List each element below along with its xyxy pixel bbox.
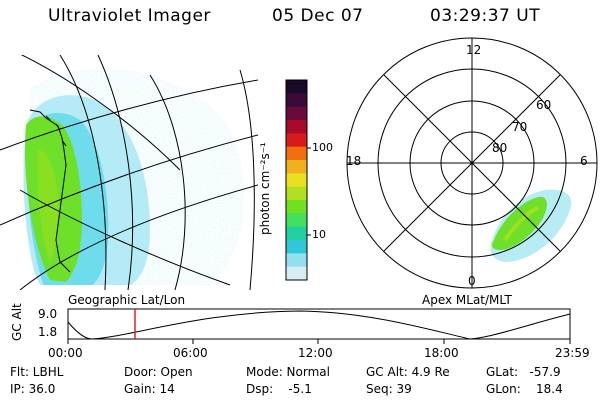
- info-dsp: Dsp: -5.1: [246, 382, 312, 396]
- colorbar-tick-10: 10: [312, 228, 326, 241]
- orbit-xtick-1200: 12:00: [298, 346, 333, 360]
- colorbar-stripe: [286, 133, 307, 148]
- colorbar-stripe: [286, 173, 307, 188]
- colorbar-stripe: [286, 160, 307, 174]
- mlt-label-6: 6: [580, 154, 588, 168]
- orbit-xtick-1800: 18:00: [424, 346, 459, 360]
- info-ip: IP: 36.0: [10, 382, 56, 396]
- info-seq: Seq: 39: [366, 382, 412, 396]
- mlt-label-18: 18: [346, 154, 362, 168]
- geographic-panel-label: Geographic Lat/Lon: [68, 293, 186, 307]
- time-label: 03:29:37 UT: [430, 6, 541, 26]
- mlat-label-60: 60: [536, 98, 552, 112]
- colorbar: [285, 79, 311, 281]
- info-gain: Gain: 14: [124, 382, 175, 396]
- colorbar-stripe: [286, 106, 307, 121]
- colorbar-stripe: [286, 200, 307, 214]
- info-mode: Mode: Normal: [246, 365, 330, 379]
- colorbar-tick-100: 100: [312, 141, 333, 154]
- colorbar-stripe: [286, 240, 307, 254]
- polar-panel-label: Apex MLat/MLT: [422, 293, 512, 307]
- colorbar-stripe: [286, 266, 307, 281]
- colorbar-stripe: [286, 80, 307, 94]
- colorbar-stripe: [286, 120, 307, 134]
- orbit-xtick-0000: 00:00: [48, 346, 83, 360]
- orbit-ylabel: GC Alt: [10, 303, 24, 341]
- orbit-ytick-min: 1.8: [38, 325, 58, 339]
- mlt-label-12: 12: [466, 43, 482, 57]
- geographic-image: [0, 55, 258, 290]
- colorbar-stripe: [286, 186, 307, 201]
- instrument-title: Ultraviolet Imager: [48, 6, 211, 26]
- info-filter: Flt: LBHL: [10, 365, 64, 379]
- info-gc-alt: GC Alt: 4.9 Re: [366, 365, 450, 379]
- orbit-plot: [67, 308, 571, 344]
- orbit-xtick-0600: 06:00: [173, 346, 208, 360]
- date-label: 05 Dec 07: [272, 6, 364, 26]
- colorbar-stripe: [286, 146, 307, 161]
- colorbar-stripe: [286, 213, 307, 228]
- info-door: Door: Open: [124, 365, 193, 379]
- info-glat: GLat: -57.9: [486, 365, 561, 379]
- mlat-label-80: 80: [492, 141, 508, 155]
- mlat-label-70: 70: [512, 120, 528, 134]
- info-glon: GLon: 18.4: [486, 382, 563, 396]
- orbit-ytick-max: 9.0: [38, 307, 58, 321]
- colorbar-unit-label: photon cm⁻²s⁻¹: [258, 142, 272, 235]
- colorbar-stripe: [286, 226, 307, 241]
- polar-map: [346, 37, 598, 289]
- orbit-xtick-2359: 23:59: [555, 346, 590, 360]
- mlt-label-0: 0: [468, 274, 476, 288]
- colorbar-stripe: [286, 93, 307, 108]
- colorbar-stripe: [286, 253, 307, 268]
